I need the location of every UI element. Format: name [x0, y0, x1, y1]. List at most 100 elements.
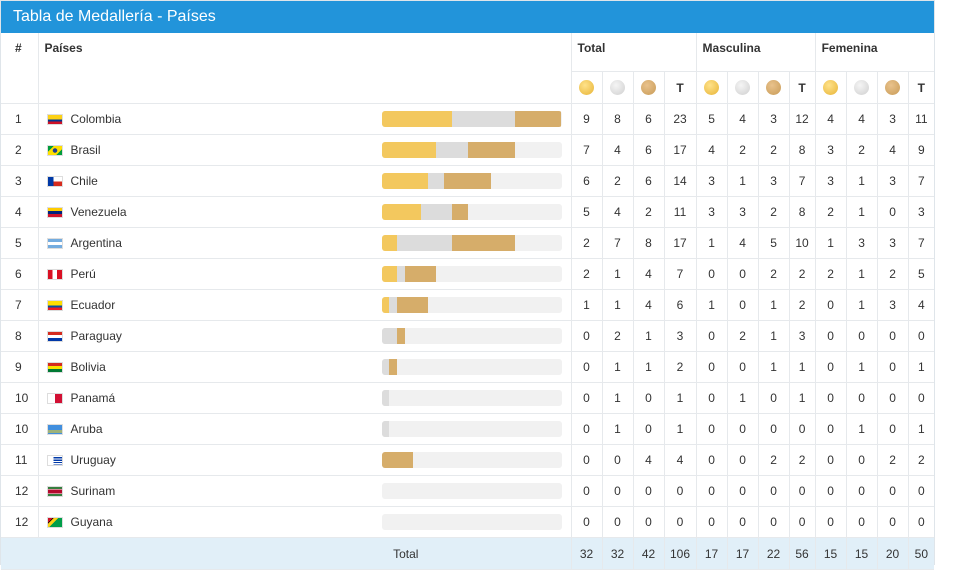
total-bronze-count: 4 [633, 444, 665, 476]
country-name: Surinam [70, 484, 116, 498]
male-bronze-count: 1 [758, 289, 790, 321]
male-silver-count: 1 [727, 165, 759, 197]
country-cell: Panamá [38, 382, 572, 414]
medal-bar [381, 328, 562, 344]
medal-bar-bronze [451, 235, 515, 251]
table-row[interactable]: 2 Brasil 7 4 6 17 4 2 2 8 3 2 4 9 [1, 134, 935, 166]
female-t-count: 2 [908, 444, 935, 476]
country-name: Chile [70, 174, 98, 188]
medal-bar-gold [381, 297, 390, 313]
ecuador-flag-icon [46, 299, 63, 311]
male-t-count: 8 [789, 134, 816, 166]
female-bronze-count: 0 [877, 413, 909, 445]
male-t-count: 2 [789, 258, 816, 290]
female-t-count: 0 [908, 506, 935, 538]
total-gold-count: 9 [571, 103, 603, 135]
bolivia-flag-icon [46, 361, 63, 373]
medal-bar-silver [420, 204, 452, 220]
country-cell: Guyana [38, 506, 572, 538]
female-silver-count: 0 [846, 444, 878, 476]
country-cell: Argentina [38, 227, 572, 259]
sum-total-silver-count: 32 [602, 537, 634, 570]
panel-title: Tabla de Medallería - Países [1, 1, 934, 33]
total-gold-count: 0 [571, 506, 603, 538]
table-row[interactable]: 1 Colombia 9 8 6 23 5 4 3 12 4 4 3 11 [1, 103, 935, 135]
venezuela-flag-icon [46, 206, 63, 218]
female-gold-count: 0 [815, 289, 847, 321]
sum-male-silver-count: 17 [727, 537, 759, 570]
female-bronze-count: 3 [877, 165, 909, 197]
table-row[interactable]: 3 Chile 6 2 6 14 3 1 3 7 3 1 3 7 [1, 165, 935, 197]
total-bronze-count: 6 [633, 103, 665, 135]
medal-bar-silver [381, 421, 390, 437]
female-t-count: 7 [908, 165, 935, 197]
female-t-count: 0 [908, 475, 935, 507]
medal-bar-bronze [514, 111, 562, 127]
sum-female-silver-count: 15 [846, 537, 878, 570]
medal-bar-silver [389, 297, 398, 313]
male-bronze-count: 3 [758, 103, 790, 135]
country-cell: Chile [38, 165, 572, 197]
total-silver-count: 4 [602, 196, 634, 228]
medal-bar [381, 297, 562, 313]
female-bronze-count: 0 [877, 196, 909, 228]
medal-bar [381, 173, 562, 189]
table-row[interactable]: 4 Venezuela 5 4 2 11 3 3 2 8 2 1 0 3 [1, 196, 935, 228]
female-bronze-count: 0 [877, 382, 909, 414]
male-bronze-count: 0 [758, 475, 790, 507]
male-silver-count: 0 [727, 444, 759, 476]
female-t-count: 1 [908, 413, 935, 445]
female-bronze-count: 2 [877, 444, 909, 476]
total-t-count: 1 [664, 382, 697, 414]
female-silver-count: 1 [846, 196, 878, 228]
total-gold-count: 7 [571, 134, 603, 166]
male-t-count: 3 [789, 320, 816, 352]
female-bronze-count: 0 [877, 475, 909, 507]
total-gold-count: 0 [571, 413, 603, 445]
male-bronze-count: 0 [758, 506, 790, 538]
header-t: T [789, 71, 816, 104]
rank-cell: 10 [1, 413, 39, 445]
total-gold-count: 0 [571, 382, 603, 414]
male-bronze-count: 2 [758, 444, 790, 476]
sum-female-gold-count: 15 [815, 537, 847, 570]
male-silver-count: 0 [727, 351, 759, 383]
female-gold-count: 0 [815, 413, 847, 445]
medal-bar-silver [397, 266, 405, 282]
male-t-count: 0 [789, 506, 816, 538]
country-cell: Perú [38, 258, 572, 290]
female-bronze-count: 3 [877, 289, 909, 321]
total-gold-count: 0 [571, 475, 603, 507]
male-gold-count: 1 [696, 289, 728, 321]
female-silver-count: 4 [846, 103, 878, 135]
medal-bar [381, 204, 562, 220]
medal-bar [381, 452, 562, 468]
panama-flag-icon [46, 392, 63, 404]
male-t-count: 12 [789, 103, 816, 135]
total-t-count: 4 [664, 444, 697, 476]
table-row[interactable]: 5 Argentina 2 7 8 17 1 4 5 10 1 3 3 7 [1, 227, 935, 259]
rank-cell: 8 [1, 320, 39, 352]
total-bronze-count: 0 [633, 506, 665, 538]
medal-bar-silver [436, 142, 468, 158]
country-cell: Uruguay [38, 444, 572, 476]
total-silver-count: 2 [602, 320, 634, 352]
header-index: # [1, 33, 39, 104]
female-gold-count: 2 [815, 258, 847, 290]
header-country: Países [38, 33, 572, 104]
silver-medal-icon [735, 80, 751, 96]
country-cell: Brasil [38, 134, 572, 166]
rank-cell: 7 [1, 289, 39, 321]
female-silver-count: 0 [846, 382, 878, 414]
medal-bar-bronze [467, 142, 515, 158]
total-gold-count: 5 [571, 196, 603, 228]
